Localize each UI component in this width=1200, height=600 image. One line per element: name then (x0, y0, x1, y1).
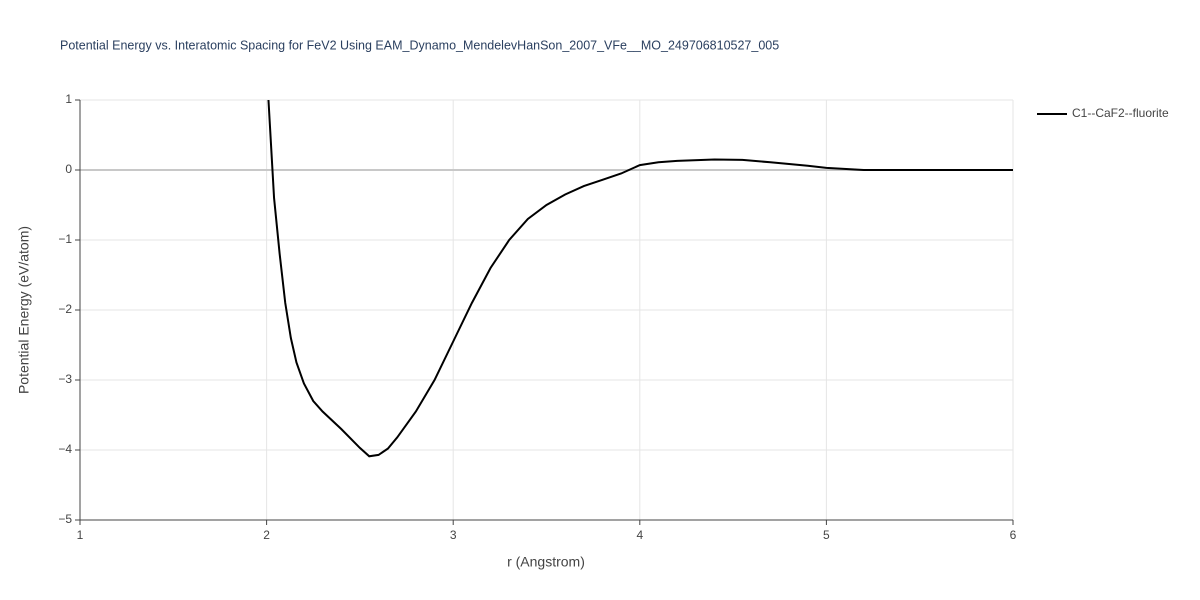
y-axis-title: Potential Energy (eV/atom) (16, 226, 32, 394)
y-tick-label: −4 (58, 442, 72, 456)
y-tick-label: −2 (58, 302, 72, 316)
x-tick-label: 3 (450, 528, 457, 542)
chart-title: Potential Energy vs. Interatomic Spacing… (60, 38, 779, 52)
plot-area (267, 100, 1013, 458)
x-tick-label: 2 (263, 528, 270, 542)
grid (79, 99, 1014, 521)
y-tick-label: −5 (58, 512, 72, 526)
y-tick-label: −1 (58, 232, 72, 246)
x-tick-label: 5 (823, 528, 830, 542)
y-tick-label: −3 (58, 372, 72, 386)
series-line (267, 100, 1013, 458)
axes: 1 2 3 4 5 6 −5 −4 −3 −2 −1 0 1 (58, 92, 1016, 542)
y-tick-label: 1 (65, 92, 72, 106)
legend-label: C1--CaF2--fluorite (1072, 106, 1169, 120)
x-tick-label: 1 (77, 528, 84, 542)
x-tick-label: 4 (636, 528, 643, 542)
x-axis-title: r (Angstrom) (507, 554, 585, 570)
x-tick-label: 6 (1010, 528, 1017, 542)
y-tick-label: 0 (65, 162, 72, 176)
